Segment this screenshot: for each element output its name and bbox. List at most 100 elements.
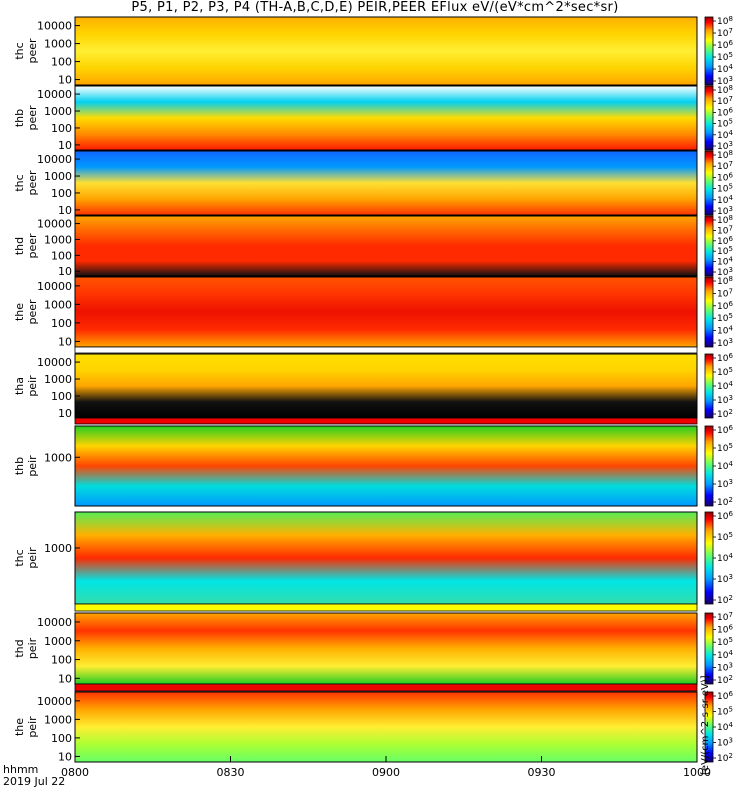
data-quality-bar	[74, 683, 698, 692]
colorbar-tick-label: 106	[717, 235, 733, 247]
spectrogram-image	[75, 17, 697, 85]
colorbar-tick-label: 105	[717, 366, 733, 378]
data-quality-bar	[74, 417, 698, 425]
y-tick-label: 10	[58, 750, 72, 763]
colorbar-tick-label: 105	[717, 312, 733, 324]
y-tick-label: 10000	[37, 695, 72, 708]
panel-probe-label: tha	[13, 377, 26, 395]
spectrogram-image	[75, 277, 697, 347]
colorbar-tick-label: 102	[717, 674, 733, 686]
colorbar	[704, 425, 714, 507]
colorbar	[704, 150, 714, 216]
data-quality-bar	[74, 346, 698, 354]
panel-instrument-label: peir	[26, 455, 39, 477]
spectrogram-image	[75, 692, 697, 762]
colorbar-tick-label: 104	[717, 721, 733, 733]
colorbar-tick-label: 103	[717, 394, 733, 406]
panel-frame	[74, 85, 698, 151]
colorbar-tick-label: 105	[717, 183, 733, 195]
colorbar-tick-label: 106	[717, 171, 733, 183]
spectrogram-image	[75, 216, 697, 276]
colorbar	[704, 353, 714, 419]
y-tick-label: 1000	[44, 373, 72, 386]
colorbar-tick-label: 102	[717, 752, 733, 764]
colorbar-tick-label: 106	[717, 106, 733, 118]
colorbar-tick-label: 107	[717, 611, 733, 623]
y-tick-label: 1000	[44, 233, 72, 246]
colorbar-tick-label: 106	[717, 352, 733, 364]
colorbar-tick-label: 105	[717, 118, 733, 130]
colorbar-tick-label: 104	[717, 552, 733, 564]
y-tick-label: 10	[58, 139, 72, 152]
colorbar-tick-label: 108	[717, 214, 733, 226]
y-tick-label: 1000	[44, 298, 72, 311]
panel-instrument-label: peer	[26, 299, 39, 325]
panel-instrument-label: peir	[26, 637, 39, 659]
panel-instrument-label: peer	[26, 233, 39, 259]
x-tick-label: 0930	[528, 766, 556, 779]
colorbar-tick-label: 108	[717, 15, 733, 27]
spectrogram-image	[75, 151, 697, 215]
colorbar-tick-label: 106	[717, 510, 733, 522]
spectrogram-image	[75, 354, 697, 418]
panel-8: 1000 thc peir 102 103 104 105 106	[13, 510, 733, 612]
y-tick-label: 100	[51, 56, 72, 69]
colorbar-tick-label: 102	[717, 408, 733, 420]
y-tick-label: 10	[58, 672, 72, 685]
colorbar	[704, 276, 714, 348]
panel-frame	[74, 215, 698, 277]
x-label-date: 2019 Jul 22	[3, 775, 66, 788]
panel-probe-label: thb	[13, 457, 26, 475]
spectrogram-image	[75, 426, 697, 506]
x-label-hhmm: hhmm	[3, 763, 39, 776]
y-tick-label: 10000	[37, 280, 72, 293]
y-tick-label: 10000	[37, 153, 72, 166]
colorbar-tick-label: 102	[717, 594, 733, 606]
colorbar	[704, 85, 714, 151]
y-tick-label: 10	[58, 335, 72, 348]
y-tick-label: 10	[58, 204, 72, 217]
spectrogram-image	[75, 613, 697, 684]
colorbar-tick-label: 104	[717, 194, 733, 206]
panel-probe-label: thc	[13, 42, 26, 59]
colorbar-tick-label: 105	[717, 706, 733, 718]
y-tick-label: 10000	[37, 218, 72, 231]
colorbar-tick-label: 104	[717, 256, 733, 268]
colorbar-tick-label: 103	[717, 337, 733, 349]
colorbar	[704, 612, 714, 685]
panel-instrument-label: peer	[26, 105, 39, 131]
colorbar-tick-label: 103	[717, 140, 733, 152]
panel-probe-label: the	[13, 718, 26, 736]
colorbar-tick-label: 104	[717, 129, 733, 141]
panel-frame	[74, 150, 698, 216]
colorbar-tick-label: 108	[717, 149, 733, 161]
colorbar-tick-label: 104	[717, 63, 733, 75]
y-tick-label: 1000	[44, 170, 72, 183]
colorbar-tick-label: 105	[717, 636, 733, 648]
chart-title: P5, P1, P2, P3, P4 (TH-A,B,C,D,E) PEIR,P…	[131, 0, 619, 15]
y-tick-label: 1000	[44, 635, 72, 648]
y-tick-label: 100	[51, 317, 72, 330]
panel-7: 1000 thb peir 102 103 104 105 106	[13, 424, 733, 508]
y-tick-label: 1000	[44, 542, 72, 555]
colorbar-tick-label: 104	[717, 380, 733, 392]
panel-instrument-label: peer	[26, 38, 39, 64]
colorbar-tick-label: 107	[717, 95, 733, 107]
y-tick-label: 1000	[44, 451, 72, 464]
panel-instrument-label: peer	[26, 170, 39, 196]
data-quality-bar	[74, 603, 698, 612]
colorbar-tick-label: 102	[717, 496, 733, 508]
y-tick-label: 10	[58, 265, 72, 278]
panel-frame	[74, 425, 698, 507]
x-tick-label: 1000	[683, 766, 711, 779]
panel-probe-label: thc	[13, 549, 26, 566]
colorbar-tick-label: 104	[717, 649, 733, 661]
y-tick-label: 10000	[37, 20, 72, 33]
y-tick-label: 100	[51, 122, 72, 135]
